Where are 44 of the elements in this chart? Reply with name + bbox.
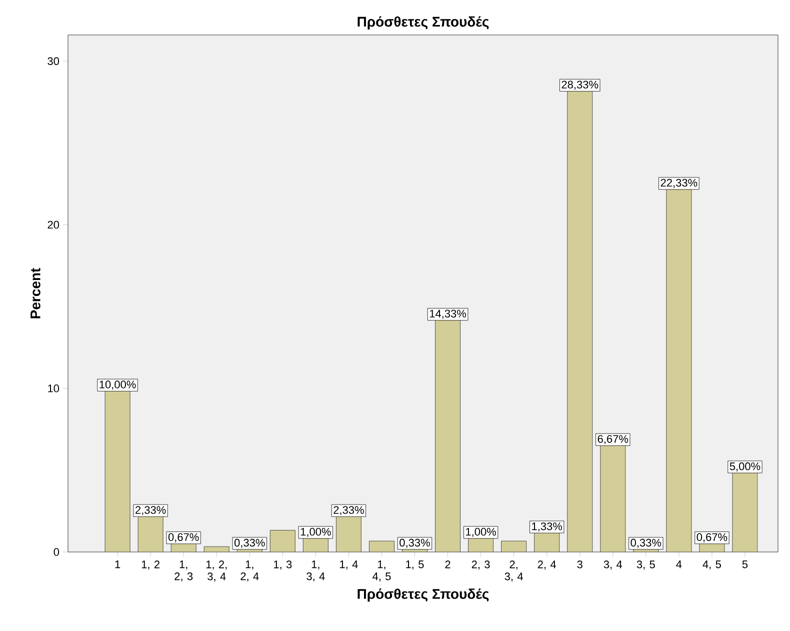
x-tick-label: 1, 2, 4 bbox=[240, 560, 259, 582]
data-label: 2,33% bbox=[136, 506, 166, 516]
bar bbox=[270, 530, 296, 552]
x-axis-title: Πρόσθετες Σπουδές bbox=[358, 588, 489, 602]
x-tick-label: 1 bbox=[115, 560, 120, 568]
x-tick-label: 5 bbox=[742, 560, 748, 568]
x-tick-label: 4 bbox=[676, 560, 682, 568]
data-label: 2,33% bbox=[334, 506, 364, 516]
data-label: 0,67% bbox=[168, 533, 199, 542]
y-tick-label: 10 bbox=[48, 384, 60, 392]
y-tick-label: 20 bbox=[48, 220, 60, 229]
x-tick-label: 3, 5 bbox=[636, 560, 655, 570]
data-label: 0,33% bbox=[400, 538, 430, 548]
x-tick-label: 2, 3, 4 bbox=[504, 560, 523, 582]
data-label: 1,33% bbox=[532, 522, 562, 532]
x-tick-label: 4, 5 bbox=[702, 560, 721, 570]
x-tick-label: 1, 2, 3 bbox=[174, 560, 193, 582]
data-label: 14,33% bbox=[430, 310, 466, 319]
x-tick-label: 3, 4 bbox=[604, 560, 622, 570]
y-tick-label: 0 bbox=[54, 548, 60, 556]
data-label: 10,00% bbox=[100, 380, 136, 390]
data-label: 0,67% bbox=[696, 533, 728, 542]
x-tick-label: 2, 3 bbox=[472, 560, 490, 570]
data-label: 5,00% bbox=[730, 462, 760, 472]
x-tick-label: 1, 3, 4 bbox=[306, 560, 325, 582]
data-label: 6,67% bbox=[598, 435, 628, 444]
data-label: 1,00% bbox=[300, 528, 331, 537]
x-tick-label: 3 bbox=[577, 560, 582, 568]
x-tick-label: 1, 3 bbox=[274, 560, 292, 570]
y-tick-label: 30 bbox=[48, 57, 60, 66]
x-tick-label: 1, 2, 3, 4 bbox=[206, 560, 227, 582]
data-label: 28,33% bbox=[562, 80, 598, 90]
x-tick-label: 2, 4 bbox=[538, 560, 556, 570]
x-tick-label: 2 bbox=[445, 560, 450, 568]
data-label: 22,33% bbox=[660, 178, 698, 188]
x-tick-label: 1, 4, 5 bbox=[372, 560, 391, 582]
data-label: 0,33% bbox=[234, 538, 265, 548]
data-label: 1,00% bbox=[466, 528, 496, 537]
x-tick-label: 1, 4 bbox=[340, 560, 358, 570]
chart-title: Πρόσθετες Σπουδές bbox=[358, 16, 489, 30]
data-label: 0,33% bbox=[630, 538, 662, 548]
y-axis-title: Percent bbox=[30, 268, 40, 318]
x-tick-label: 1, 2 bbox=[142, 560, 160, 570]
x-tick-label: 1, 5 bbox=[406, 560, 424, 570]
